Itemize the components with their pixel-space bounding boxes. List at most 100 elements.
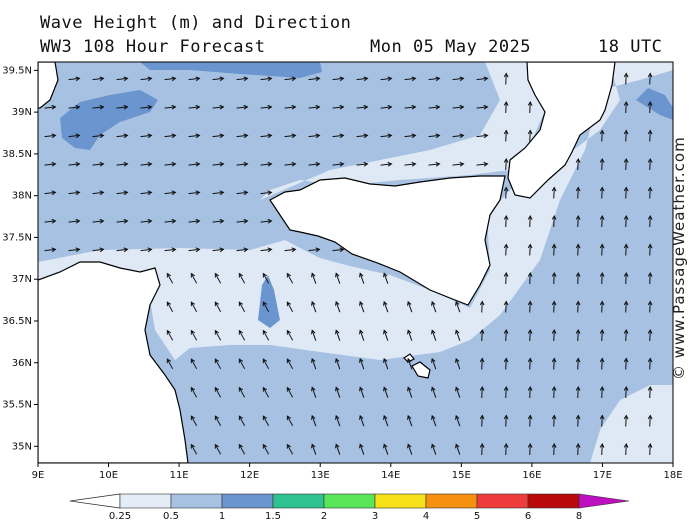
wave-arrow-head [335,272,340,278]
wave-arrow-head [75,76,81,82]
wave-arrow-head [166,358,171,364]
wave-arrow [529,329,531,342]
legend-swatch [323,493,376,509]
wave-arrow [332,106,344,109]
wave-arrow-head [647,442,653,448]
wave-arrow-head [455,386,460,392]
wave-arrow [601,158,603,171]
wave-arrow [649,386,651,399]
wave-arrow-head [75,104,81,110]
wave-arrow-head [575,442,581,448]
wave-arrow-head [267,218,273,224]
wave-arrow-head [599,214,605,220]
wave-arrow-head [363,104,369,110]
wave-arrow [356,134,368,138]
wave-arrow-head [335,300,340,306]
wave-arrow-head [503,271,509,277]
wave-arrow-head [214,443,219,449]
wave-arrow [308,77,320,81]
map-frame [37,61,674,464]
wave-arrow-head [599,300,605,306]
wave-arrow [505,215,507,228]
wave-arrow-head [238,443,243,449]
wave-arrow [164,106,176,109]
wave-arrow-head [75,247,81,253]
wave-arrow-head [99,247,105,253]
wave-arrow [455,358,461,370]
wave-arrow [553,187,555,199]
wave-arrow [649,415,651,427]
wave-arrow-head [262,272,267,278]
wave-arrow-head [291,133,297,139]
wave-arrow [188,134,200,138]
lon-tick-label: 17E [593,470,612,481]
axis-ticks: 39.5N 39N 38.5N 38N 37.5N 37N 36.5N 36N 35.5N 35N… [2,65,682,481]
wave-arrow-head [503,414,509,420]
wave-arrow [359,301,365,313]
wave-arrow-head [599,328,605,334]
wave-arrow [188,163,200,166]
wave-arrow-head [407,357,412,363]
wave-arrow [577,301,579,313]
wave-arrow [601,187,603,199]
wave-arrow-head [551,328,557,334]
wave-arrow [529,215,531,228]
wave-arrow [455,330,461,341]
wave-arrow-head [359,357,364,363]
wave-arrow [286,330,294,341]
wave-arrow-head [99,76,105,82]
wave-arrow [356,106,368,109]
wave-arrow-head [383,443,388,449]
wave-arrow [601,358,603,370]
wave-arrow [335,273,341,284]
wave-arrow-head [51,190,57,196]
wave-arrow-head [483,104,489,110]
wave-arrow-head [339,104,345,110]
wave-arrow-head [243,161,249,167]
wave-arrow-head [219,218,225,224]
wave-arrow-head [51,161,57,167]
wave-arrow [380,163,392,166]
wave-arrow-head [315,161,321,167]
lon-tick-label: 9E [32,470,45,481]
wave-arrow [407,387,413,398]
wave-arrow-head [459,76,465,82]
wave-arrow [335,444,341,455]
wave-arrow-head [190,415,195,421]
wave-arrow-head [267,247,273,253]
wave-arrow [311,358,317,370]
wave-arrow [308,106,320,109]
wave-arrow [164,134,176,138]
wave-arrow-head [623,129,629,135]
wave-arrow [262,301,270,313]
wave-arrow [455,301,461,313]
wave-arrow [383,387,389,398]
wave-arrow-head [339,247,345,253]
wave-arrow [92,191,104,195]
wave-arrow-head [238,272,243,278]
wave-arrow-head [219,190,225,196]
wave-arrow [649,187,651,199]
wave-arrow-head [647,214,653,220]
wave-arrow-head [455,443,460,449]
wave-arrow [455,415,461,427]
wave-arrow-head [335,329,340,335]
wave-arrow [335,330,341,341]
wave-arrow-head [51,247,57,253]
wave-arrow-head [527,243,533,249]
wave-arrow [428,77,440,81]
wave-arrow [332,77,344,81]
wave-arrow [116,248,128,252]
lat-tick-label: 37.5N [2,232,32,243]
wave-arrow-head [363,133,369,139]
wave-arrow [404,106,416,109]
wave-arrow [140,106,152,109]
wave-arrow-head [238,329,243,335]
wave-arrow [286,415,294,427]
wave-arrow-head [75,218,81,224]
wave-arrow [190,330,198,341]
wave-arrow-head [431,386,436,392]
wave-arrow-head [147,190,153,196]
wave-arrow-head [527,442,533,448]
wave-arrow [481,301,483,313]
